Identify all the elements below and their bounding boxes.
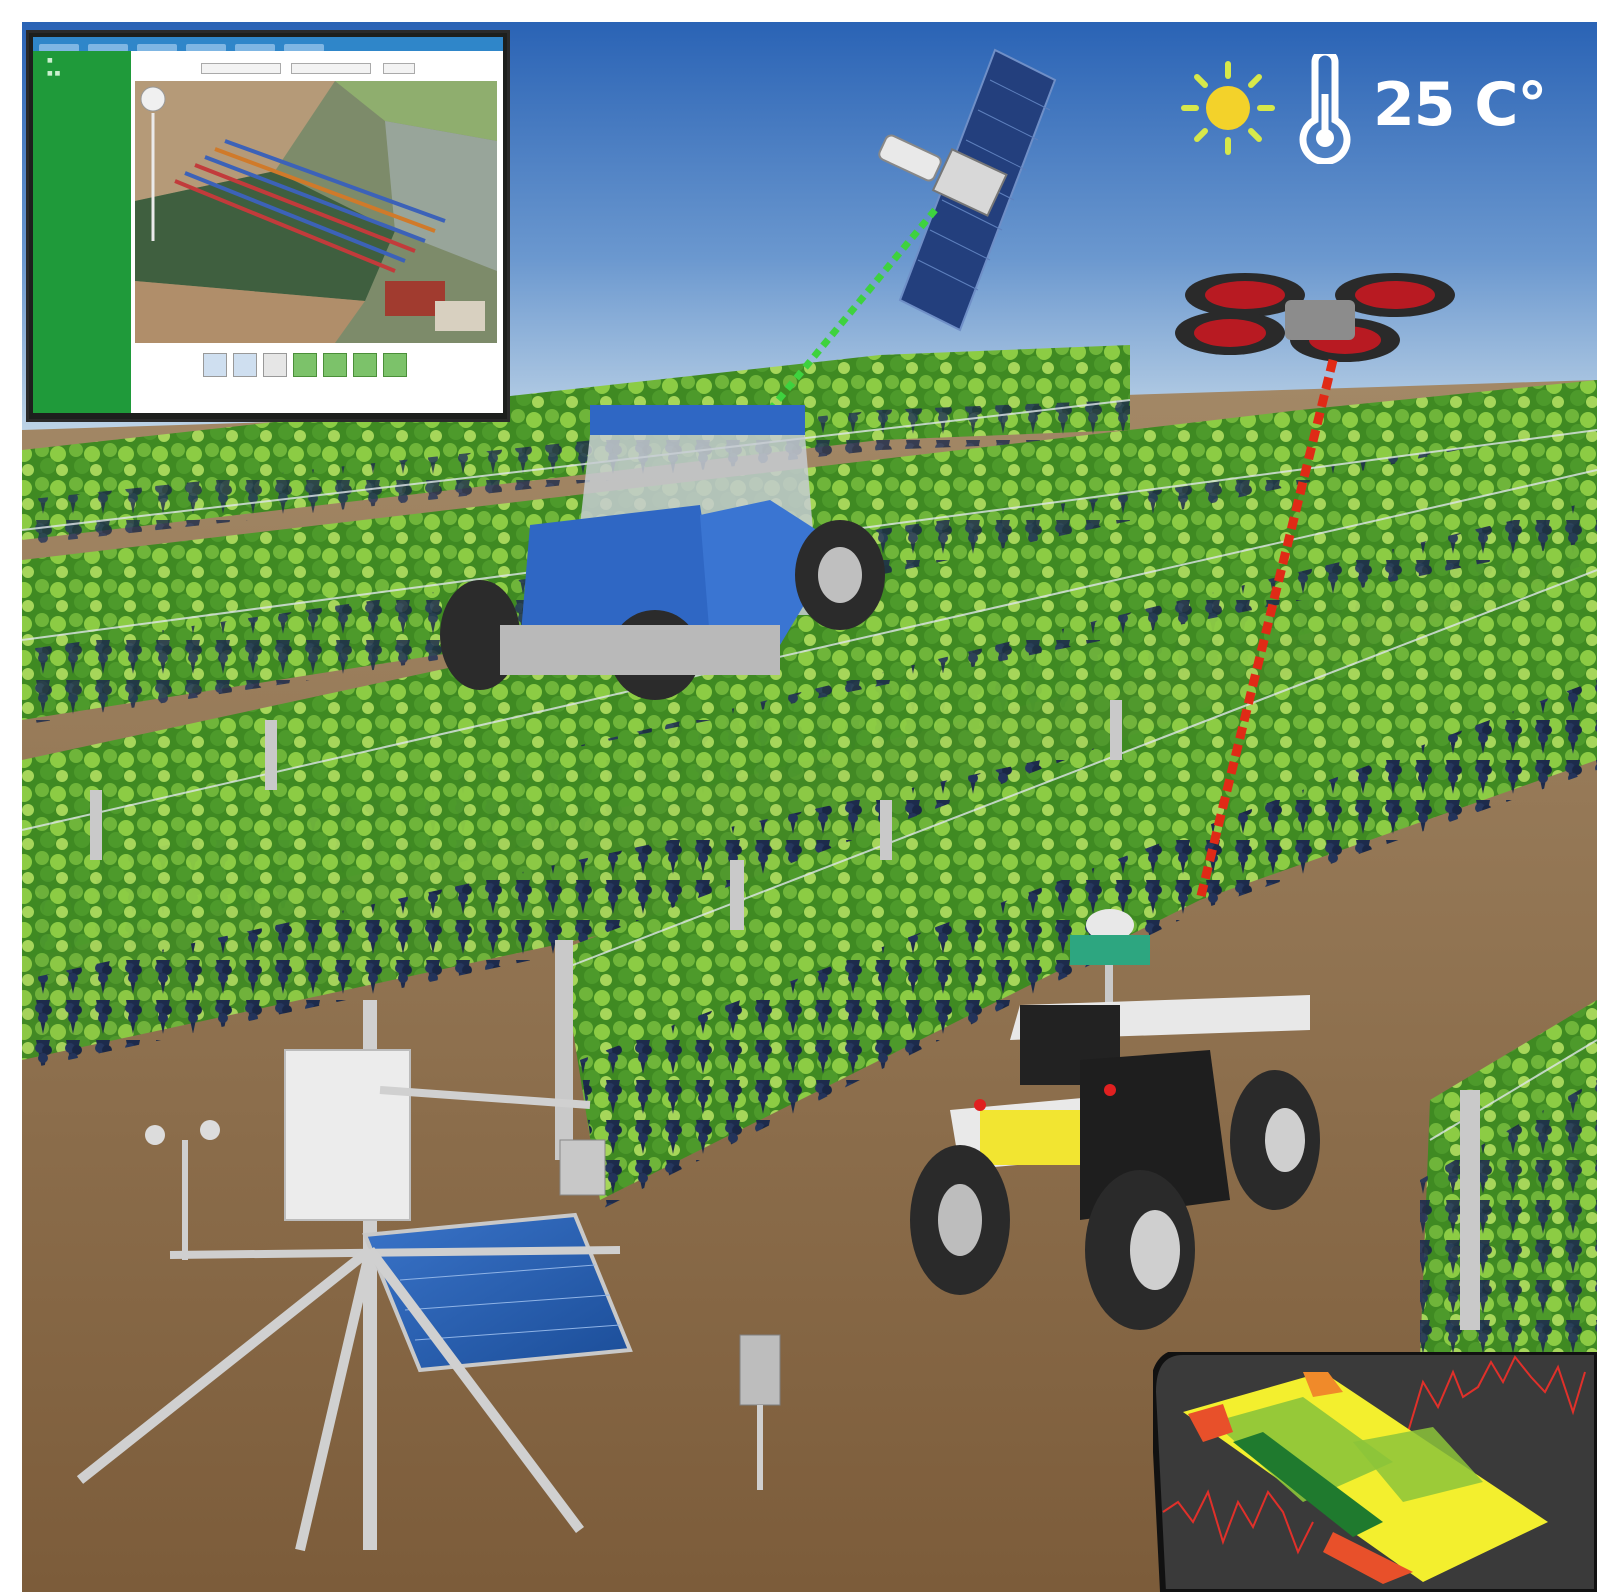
signal-line-top [1407, 1355, 1586, 1433]
toolbar-button [203, 353, 227, 377]
aerial-map-image [135, 81, 497, 343]
vine-rows [21, 345, 1597, 1360]
toolbar-button [353, 353, 377, 377]
field-analysis-panel [1149, 1349, 1597, 1595]
toolbar-button [323, 353, 347, 377]
dashboard-input [201, 63, 281, 74]
weather-indicator: 25 C° [1178, 54, 1558, 164]
toolbar-button [263, 353, 287, 377]
satellite-link [767, 207, 938, 413]
toolbar-button [293, 353, 317, 377]
aerial-map [135, 81, 497, 343]
field-robot [910, 909, 1320, 1330]
sidebar-line: ■ [47, 57, 53, 64]
dashboard-sidebar: ■ ■ ■ [33, 51, 131, 413]
gis-dashboard-inset: ■ ■ ■ [26, 30, 510, 422]
sidebar-line: ■ ■ [47, 70, 61, 77]
drone-link [1195, 358, 1338, 902]
dashboard-input [291, 63, 371, 74]
signal-line-bottom [1162, 1489, 1314, 1555]
temperature-readout: 25 C° [1373, 70, 1547, 140]
toolbar-button [233, 353, 257, 377]
dashboard-tab [284, 44, 324, 52]
dashboard-tab [137, 44, 177, 52]
dashboard-header-bar [33, 37, 503, 52]
weather-station [76, 1000, 781, 1552]
toolbar-button [383, 353, 407, 377]
drone [1175, 273, 1455, 362]
dashboard-toolbar [203, 353, 413, 379]
dashboard-tab [88, 44, 128, 52]
dashboard-main [131, 51, 503, 413]
sun-icon [1181, 61, 1275, 155]
dashboard-tab [235, 44, 275, 52]
dashboard-button [383, 63, 415, 74]
tractor [440, 405, 885, 700]
satellite [878, 48, 1057, 332]
thermometer-icon [1299, 54, 1351, 164]
dashboard-tab [186, 44, 226, 52]
yield-map-chart [1149, 1349, 1597, 1595]
dashboard-tab [39, 44, 79, 52]
